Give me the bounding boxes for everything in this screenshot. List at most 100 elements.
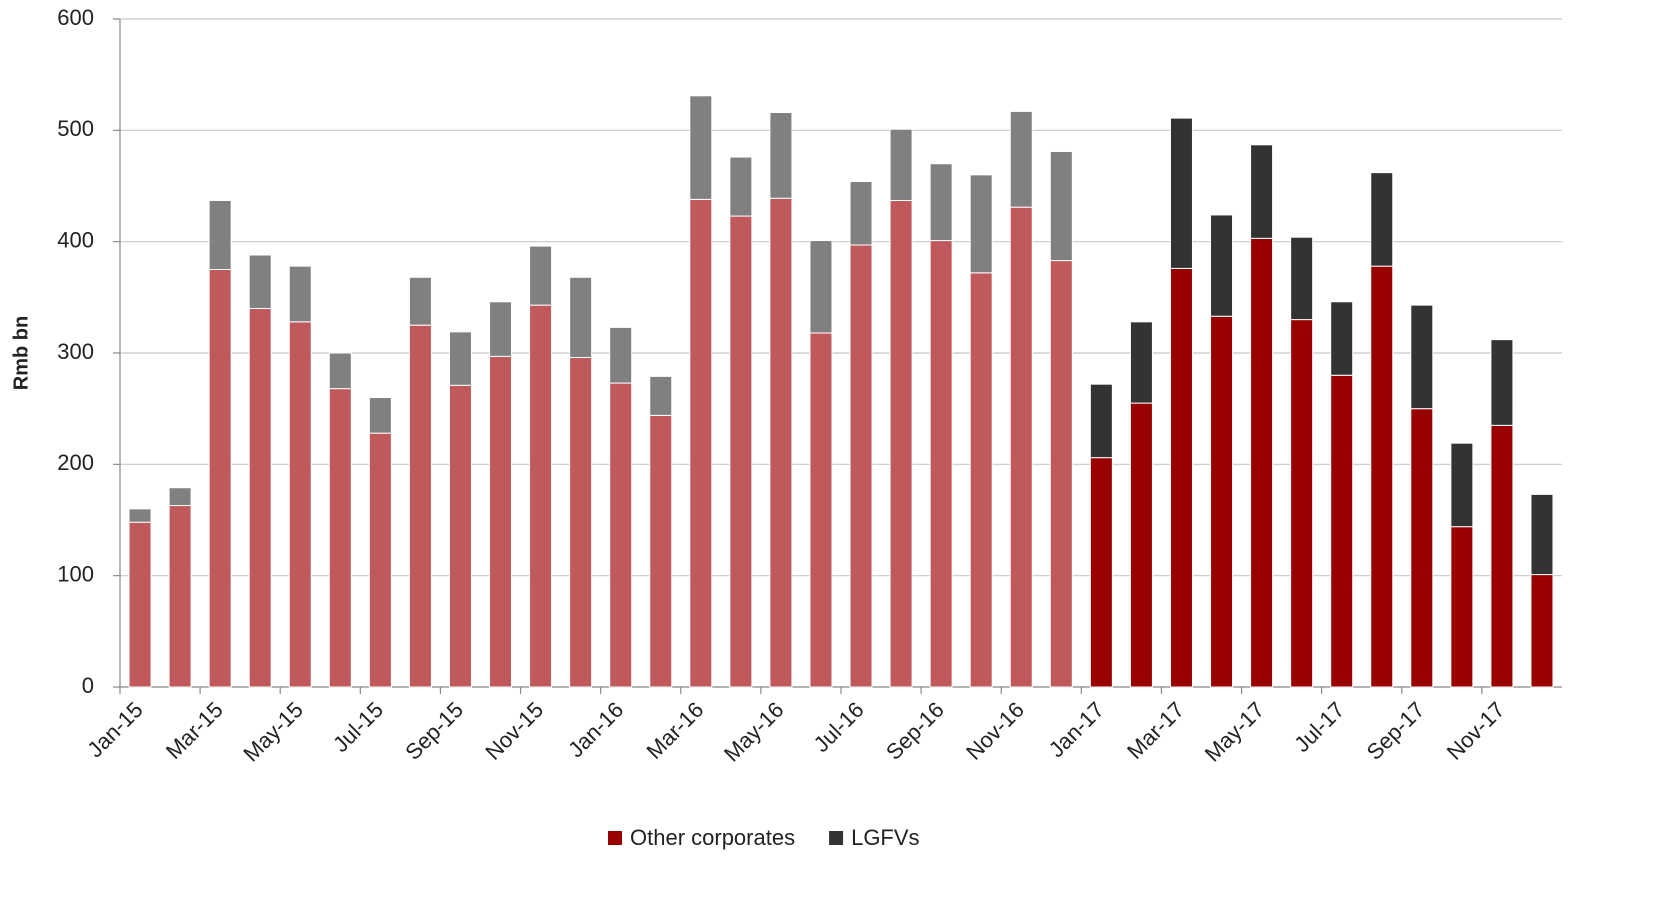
bar-segment xyxy=(1370,265,1394,688)
x-tick-label: Mar-17 xyxy=(1122,697,1189,764)
x-tick-label: Nov-16 xyxy=(961,697,1029,765)
bar-segment xyxy=(248,307,272,688)
bar-segment xyxy=(408,324,432,688)
bar-segment xyxy=(1330,301,1354,376)
bar-segment xyxy=(168,505,192,688)
bar-segment xyxy=(208,269,232,688)
bar-segment xyxy=(168,487,192,507)
bar-segment xyxy=(408,276,432,326)
bar-segment xyxy=(609,382,633,688)
bar-segment xyxy=(328,352,352,390)
x-tick-label: Jan-16 xyxy=(563,697,628,762)
bar-segment xyxy=(1450,442,1474,528)
y-tick-label: 500 xyxy=(57,116,94,141)
bar-segment xyxy=(1410,304,1434,410)
x-tick-label: Nov-15 xyxy=(480,697,548,765)
legend-swatch xyxy=(608,831,622,845)
bar-segment xyxy=(609,326,633,384)
x-tick-label: Jul-17 xyxy=(1289,697,1349,757)
bar-segment xyxy=(1370,172,1394,267)
x-tick-label: Sep-16 xyxy=(881,697,949,765)
bar-segment xyxy=(529,304,553,688)
bar-segment xyxy=(1410,408,1434,688)
x-tick-label: May-16 xyxy=(719,697,789,767)
bar-segment xyxy=(368,397,392,434)
bar-segment xyxy=(729,156,753,217)
x-tick-label: Sep-15 xyxy=(400,697,468,765)
bar-segment xyxy=(1490,424,1514,688)
bar-segment xyxy=(208,199,232,270)
bar-segment xyxy=(1250,144,1274,239)
y-tick-label: 600 xyxy=(57,5,94,30)
bar-segment xyxy=(969,272,993,688)
y-tick-label: 400 xyxy=(57,227,94,252)
bar-segment xyxy=(649,414,673,688)
bar-segment xyxy=(1290,319,1314,688)
bar-segment xyxy=(1049,150,1073,262)
bar-segment xyxy=(1089,457,1113,688)
bar-segment xyxy=(489,301,513,357)
x-tick-label: Jan-17 xyxy=(1044,697,1109,762)
y-axis-label: Rmb bn xyxy=(10,316,32,390)
bar-segment xyxy=(809,332,833,688)
bar-segment xyxy=(1009,110,1033,208)
bar-segment xyxy=(1210,214,1234,317)
bar-segment xyxy=(1169,117,1193,269)
x-tick-label: Nov-17 xyxy=(1442,697,1510,765)
legend-label: Other corporates xyxy=(630,825,795,850)
bar-segment xyxy=(849,181,873,246)
bar-segment xyxy=(929,163,953,242)
bar-segment xyxy=(729,215,753,688)
bar-segment xyxy=(889,128,913,201)
x-tick-label: Jul-16 xyxy=(809,697,869,757)
bar-segment xyxy=(128,508,152,523)
x-tick-label: Mar-15 xyxy=(161,697,228,764)
bar-segment xyxy=(1169,267,1193,688)
x-tick-label: Jul-15 xyxy=(328,697,388,757)
y-tick-label: 300 xyxy=(57,339,94,364)
bar-segment xyxy=(969,174,993,274)
bar-segment xyxy=(448,384,472,688)
bar-segment xyxy=(569,356,593,688)
bar-segment xyxy=(649,375,673,416)
x-tick-label: May-15 xyxy=(238,697,308,767)
bar-segment xyxy=(248,254,272,309)
bar-segment xyxy=(529,245,553,306)
bar-segment xyxy=(1250,237,1274,688)
bar-segment xyxy=(288,321,312,688)
x-tick-label: May-17 xyxy=(1200,697,1270,767)
y-tick-label: 0 xyxy=(82,673,94,698)
x-tick-label: Jan-15 xyxy=(82,697,147,762)
bar-segment xyxy=(1129,402,1153,688)
bar-segment xyxy=(689,198,713,688)
bar-segment xyxy=(929,240,953,688)
bar-segment xyxy=(1210,315,1234,688)
bar-segment xyxy=(1530,574,1554,688)
bar-segment xyxy=(1530,493,1554,576)
x-tick-label: Mar-16 xyxy=(641,697,708,764)
y-tick-label: 100 xyxy=(57,561,94,586)
legend-label: LGFVs xyxy=(851,825,919,850)
bar-segment xyxy=(849,244,873,688)
bar-segment xyxy=(1450,526,1474,688)
bar-segment xyxy=(1089,383,1113,459)
bar-segment xyxy=(769,197,793,688)
bar-segment xyxy=(1129,321,1153,404)
bar-segment xyxy=(368,432,392,688)
bar-segment xyxy=(128,521,152,688)
bar-segment xyxy=(689,95,713,200)
bar-segment xyxy=(1290,236,1314,321)
bar-segment xyxy=(569,276,593,358)
bar-segment xyxy=(1009,206,1033,688)
bar-segment xyxy=(448,331,472,386)
y-tick-label: 200 xyxy=(57,450,94,475)
bar-segment xyxy=(288,265,312,323)
bar-segment xyxy=(889,199,913,688)
bar-segment xyxy=(769,112,793,199)
bar-segment xyxy=(809,240,833,334)
bar-segment xyxy=(489,355,513,688)
bar-segment xyxy=(1490,339,1514,426)
bar-segment xyxy=(1049,260,1073,688)
legend-swatch xyxy=(829,831,844,845)
